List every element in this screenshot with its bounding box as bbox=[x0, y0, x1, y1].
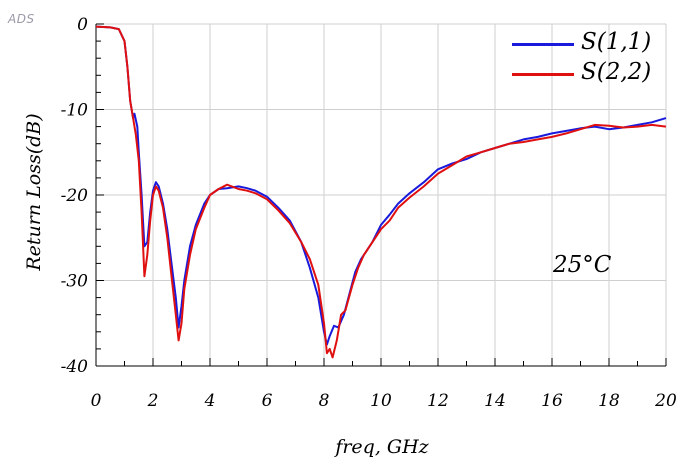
legend-swatch-s11 bbox=[512, 43, 574, 46]
y-tick-label--20: -20 bbox=[61, 186, 89, 206]
x-tick-label-2: 2 bbox=[147, 391, 159, 411]
x-tick-label-6: 6 bbox=[262, 391, 273, 411]
x-tick-label-10: 10 bbox=[370, 391, 392, 411]
y-tick-label--40: -40 bbox=[61, 357, 89, 377]
y-tick-label-0: 0 bbox=[77, 15, 88, 35]
x-tick-label-16: 16 bbox=[541, 391, 563, 411]
legend-item-s22: S(2,2) bbox=[512, 59, 677, 93]
legend-item-s11: S(1,1) bbox=[512, 29, 677, 63]
legend-swatch-s22 bbox=[512, 73, 574, 76]
x-tick-label-20: 20 bbox=[654, 391, 677, 411]
x-tick-label-18: 18 bbox=[598, 391, 620, 411]
legend-label-s22: S(2,2) bbox=[581, 59, 652, 85]
legend-label-s11: S(1,1) bbox=[581, 29, 652, 55]
y-axis-title: Return Loss(dB) bbox=[23, 113, 45, 271]
y-tick-label--30: -30 bbox=[61, 272, 89, 292]
x-tick-label-12: 12 bbox=[427, 391, 449, 411]
x-tick-label-0: 0 bbox=[91, 391, 102, 411]
temperature-annotation: 25°C bbox=[553, 252, 612, 278]
x-tick-label-4: 4 bbox=[204, 391, 216, 411]
x-axis-title: freq, GHz bbox=[335, 436, 429, 458]
ads-badge: ADS bbox=[8, 12, 35, 26]
legend: S(1,1) S(2,2) bbox=[512, 29, 677, 93]
x-tick-label-8: 8 bbox=[319, 391, 330, 411]
y-tick-label--10: -10 bbox=[61, 101, 89, 121]
series-line-22 bbox=[95, 25, 667, 359]
x-tick-label-14: 14 bbox=[484, 391, 506, 411]
